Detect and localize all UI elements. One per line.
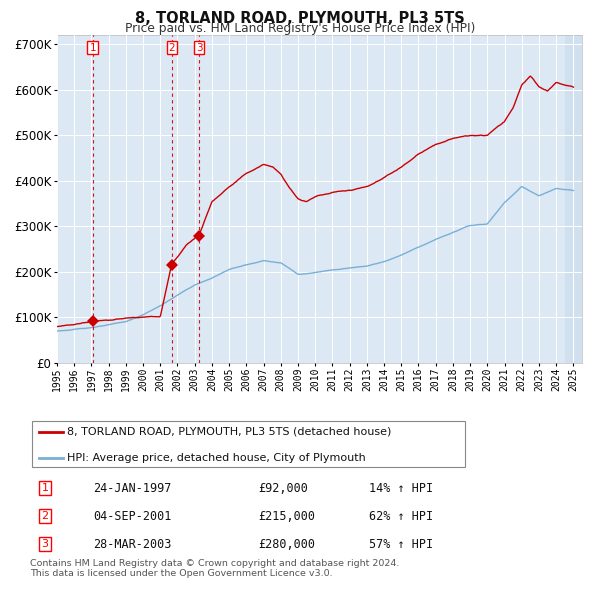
- Text: £215,000: £215,000: [258, 510, 315, 523]
- Text: Contains HM Land Registry data © Crown copyright and database right 2024.: Contains HM Land Registry data © Crown c…: [30, 559, 400, 568]
- Text: 3: 3: [196, 42, 202, 53]
- Text: This data is licensed under the Open Government Licence v3.0.: This data is licensed under the Open Gov…: [30, 569, 332, 578]
- Polygon shape: [565, 35, 582, 363]
- Text: 2: 2: [169, 42, 175, 53]
- Text: 3: 3: [41, 539, 49, 549]
- FancyBboxPatch shape: [32, 421, 465, 467]
- Text: HPI: Average price, detached house, City of Plymouth: HPI: Average price, detached house, City…: [67, 453, 366, 463]
- Text: 14% ↑ HPI: 14% ↑ HPI: [369, 481, 433, 494]
- Text: 2: 2: [41, 511, 49, 521]
- Text: 8, TORLAND ROAD, PLYMOUTH, PL3 5TS: 8, TORLAND ROAD, PLYMOUTH, PL3 5TS: [135, 11, 465, 25]
- Text: £280,000: £280,000: [258, 537, 315, 550]
- Text: 8, TORLAND ROAD, PLYMOUTH, PL3 5TS (detached house): 8, TORLAND ROAD, PLYMOUTH, PL3 5TS (deta…: [67, 427, 392, 437]
- Text: £92,000: £92,000: [258, 481, 308, 494]
- Text: 62% ↑ HPI: 62% ↑ HPI: [369, 510, 433, 523]
- Text: 24-JAN-1997: 24-JAN-1997: [93, 481, 172, 494]
- Text: 57% ↑ HPI: 57% ↑ HPI: [369, 537, 433, 550]
- Text: 28-MAR-2003: 28-MAR-2003: [93, 537, 172, 550]
- Text: 04-SEP-2001: 04-SEP-2001: [93, 510, 172, 523]
- Text: Price paid vs. HM Land Registry's House Price Index (HPI): Price paid vs. HM Land Registry's House …: [125, 22, 475, 35]
- Text: 1: 1: [41, 483, 49, 493]
- Text: 1: 1: [89, 42, 96, 53]
